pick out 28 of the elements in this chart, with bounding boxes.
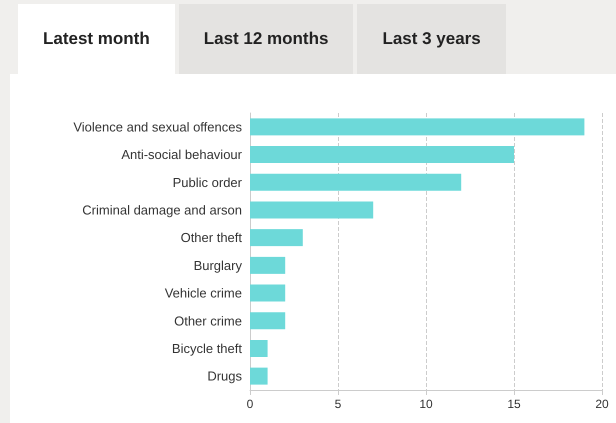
bar: [250, 284, 286, 302]
y-tick-label: Drugs: [207, 368, 242, 384]
bar: [250, 312, 286, 330]
x-tick-label: 20: [595, 397, 609, 411]
bar: [250, 118, 584, 136]
bar: [250, 174, 462, 191]
y-tick-label: Other theft: [180, 230, 242, 246]
x-tick-label: 5: [334, 397, 342, 411]
y-tick-label: Other crime: [174, 313, 242, 328]
y-tick-label: Violence and sexual offences: [73, 119, 242, 134]
x-tick-label: 10: [419, 397, 433, 411]
bar: [250, 340, 268, 357]
bar: [250, 256, 286, 274]
x-tick-label: 15: [507, 397, 521, 411]
y-tick-label: Bicycle theft: [172, 340, 242, 356]
y-tick-label: Burglary: [194, 258, 242, 273]
y-tick-label: Public order: [172, 174, 243, 190]
text: Last 3 years: [357, 4, 506, 74]
bar: [250, 368, 268, 385]
bar: [250, 229, 303, 246]
y-tick-label: Vehicle crime: [164, 286, 242, 301]
x-tick-label: 0: [246, 397, 254, 411]
text: Latest month: [18, 4, 175, 74]
text: Last 12 months: [178, 4, 354, 74]
bar: [250, 146, 514, 164]
y-tick-label: Anti-social behaviour: [121, 147, 243, 162]
bar: [250, 201, 374, 218]
y-tick-label: Criminal damage and arson: [82, 202, 242, 218]
